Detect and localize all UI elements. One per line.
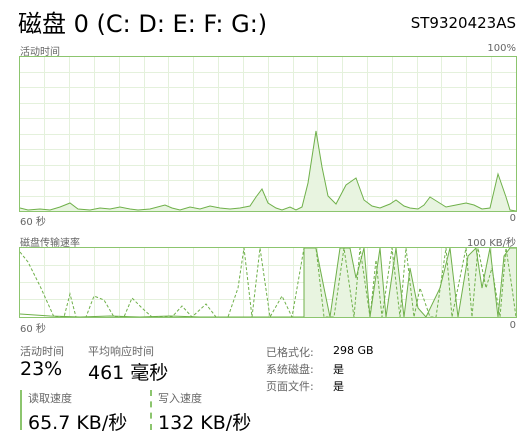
system-disk-value: 是: [333, 363, 344, 376]
transfer-rate-graph: [19, 247, 517, 318]
avg-response-label: 平均响应时间: [88, 345, 154, 358]
write-speed-label: 写入速度: [158, 392, 202, 405]
system-disk-label: 系统磁盘:: [266, 363, 314, 376]
active-time-value: 23%: [20, 358, 63, 380]
active-time-graph: [19, 56, 517, 212]
write-speed-value: 132 KB/秒: [158, 412, 252, 434]
disk-model: ST9320423AS: [410, 14, 516, 32]
write-speed-block: 写入速度 132 KB/秒: [150, 390, 251, 434]
active-time-graph-max: 100%: [487, 43, 516, 54]
transfer-rate-graph-left-time: 60 秒: [20, 324, 46, 335]
transfer-rate-graph-right-value: 0: [509, 320, 516, 331]
formatted-value: 298 GB: [333, 344, 374, 357]
active-time-graph-right-value: 0: [509, 213, 516, 224]
page-file-value: 是: [333, 380, 344, 393]
formatted-label: 已格式化:: [266, 346, 314, 359]
read-speed-block: 读取速度 65.7 KB/秒: [20, 390, 127, 434]
transfer-rate-graph-max: 100 KB/秒: [466, 238, 516, 249]
active-time-graph-label: 活动时间: [20, 47, 60, 58]
active-time-label: 活动时间: [20, 345, 64, 358]
transfer-rate-graph-label: 磁盘传输速率: [20, 238, 80, 249]
page-file-label: 页面文件:: [266, 380, 314, 393]
read-speed-value: 65.7 KB/秒: [28, 412, 128, 434]
avg-response-value: 461 毫秒: [88, 362, 169, 384]
read-speed-label: 读取速度: [28, 392, 72, 405]
active-time-graph-left-time: 60 秒: [20, 217, 46, 228]
disk-title: 磁盘 0 (C: D: E: F: G:): [18, 10, 268, 38]
